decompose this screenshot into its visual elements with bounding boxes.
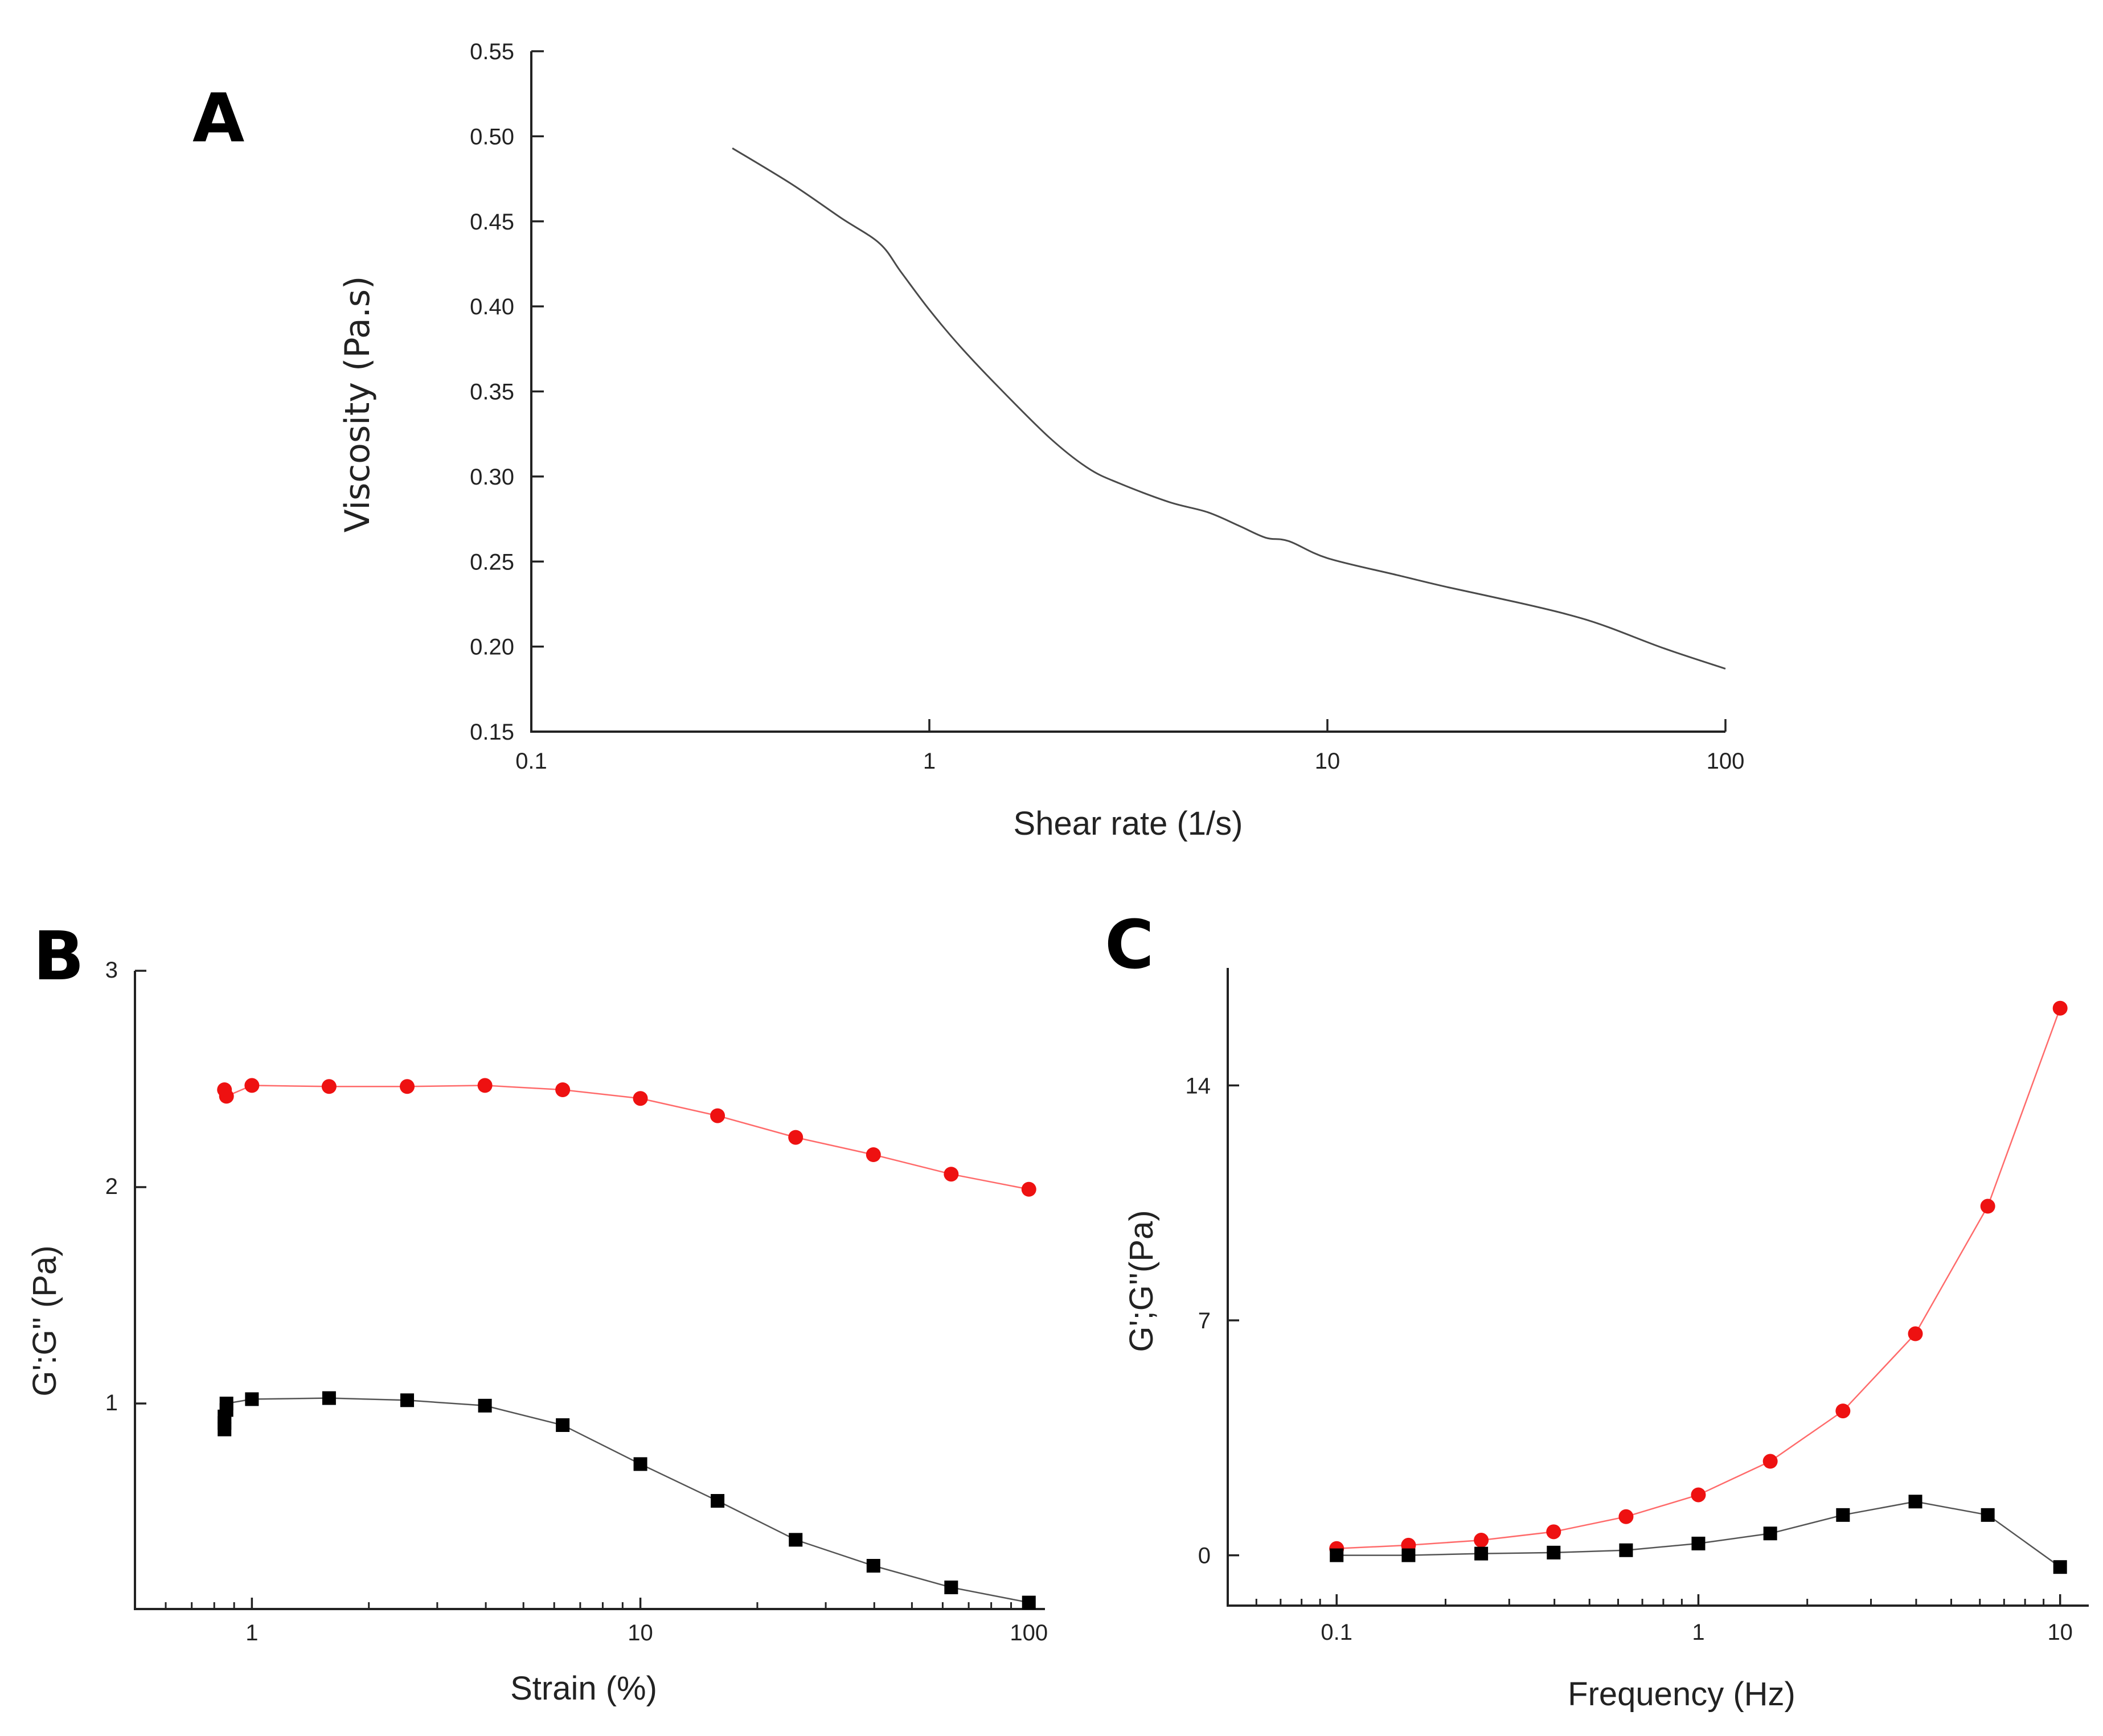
panel-b-y-tick-label: 2 [105, 1174, 118, 1199]
panel-b-x-axis-title: Strain (%) [510, 1670, 657, 1707]
panel-a-x-ticks: 0.1 1 10 100 [515, 719, 1744, 774]
panel-b-series [217, 1078, 1036, 1610]
panel-b-series-g-double-prime-point [219, 1397, 233, 1410]
panel-c-y-axis-title: G';G''(Pa) [1123, 1210, 1160, 1352]
panel-c-series-g-prime-point [2052, 1000, 2068, 1016]
panel-a-y-ticks: 0.15 0.20 0.25 0.30 0.35 0.40 0.45 0.50 0.55 [470, 39, 544, 745]
panel-b-label: B [33, 917, 84, 995]
panel-c: C 0 7 14 0.1 1 10 Frequency (Hz) G';G''(Pa) [1105, 905, 2089, 1713]
panel-a-x-tick-label: 10 [1315, 749, 1340, 774]
panel-c-y-tick-label: 0 [1198, 1544, 1211, 1569]
panel-a-y-tick-label: 0.55 [470, 39, 514, 64]
panel-c-series-g-prime-point [1618, 1509, 1634, 1524]
panel-b-series-g-prime-point [555, 1082, 571, 1097]
panel-c-series-g-prime-point [1980, 1199, 1995, 1214]
panel-b-series-g-double-prime-point [556, 1418, 570, 1432]
panel-c-x-tick-label: 1 [1692, 1620, 1704, 1645]
panel-b-series-g-double-prime-point [789, 1533, 803, 1547]
panel-b-x-tick-label: 10 [628, 1620, 653, 1645]
panel-a-y-tick-label: 0.50 [470, 124, 514, 149]
panel-b-series-g-prime-point [400, 1079, 415, 1094]
panel-b-series-g-double-prime-point [866, 1559, 880, 1573]
panel-c-x-tick-label: 10 [2047, 1620, 2073, 1645]
panel-c-series-g-double-prime-point [1691, 1536, 1706, 1550]
panel-b-series-g-prime-point [633, 1091, 648, 1106]
panel-b-series-g-double-prime-point [633, 1457, 647, 1471]
panel-c-x-axis-title: Frequency (Hz) [1568, 1676, 1795, 1713]
panel-a-y-tick-label: 0.30 [470, 465, 514, 490]
panel-b-series-g-double-prime-point [245, 1392, 259, 1406]
panel-c-series-g-double-prime-point [1908, 1495, 1922, 1509]
panel-a-y-tick-label: 0.20 [470, 635, 514, 660]
panel-a-y-tick-label: 0.45 [470, 210, 514, 235]
panel-c-series-g-prime-point [1691, 1487, 1706, 1503]
panel-b-series-g-double-prime-point [944, 1581, 958, 1594]
panel-c-series-g-double-prime-point [1401, 1548, 1416, 1562]
panel-a-series-viscosity-line [732, 147, 1726, 670]
panel-c-series-g-double-prime-point [1474, 1546, 1489, 1561]
panel-b-series-g-prime-point [788, 1130, 804, 1145]
panel-c-x-tick-label: 0.1 [1321, 1620, 1352, 1645]
panel-a-x-tick-label: 100 [1707, 749, 1745, 774]
panel-c-series-g-prime-point [1546, 1524, 1561, 1540]
panel-c-series-g-prime-point [1908, 1326, 1923, 1341]
panel-a-x-axis-title: Shear rate (1/s) [1014, 805, 1243, 842]
panel-c-series-g-double-prime-point [1547, 1545, 1561, 1559]
panel-c-series-g-double-prime-point [1619, 1543, 1633, 1557]
panel-b-series-g-double-prime-point [711, 1494, 725, 1508]
panel-a-x-tick-label: 0.1 [515, 749, 547, 774]
panel-a-x-tick-label: 1 [923, 749, 936, 774]
panel-c-series-g-prime-point [1474, 1533, 1489, 1548]
panel-b-series-g-prime-point [944, 1167, 959, 1182]
panel-b-x-ticks: 1 10 100 [134, 1598, 1048, 1645]
panel-c-y-ticks: 0 7 14 [1186, 1073, 1239, 1569]
panel-c-label: C [1105, 905, 1154, 984]
panel-b-series-g-prime-point [477, 1078, 493, 1093]
panel-c-y-tick-label: 14 [1186, 1073, 1211, 1098]
panel-b-series-g-double-prime-point [400, 1393, 415, 1407]
panel-b: B 1 2 3 1 10 100 Strain (%) G':G'' (Pa) [26, 917, 1048, 1707]
panel-c-series-g-double-prime-point [1763, 1526, 1777, 1541]
panel-c-series-g-double-prime-point [1836, 1508, 1850, 1522]
panel-b-x-tick-label: 1 [245, 1620, 258, 1645]
panel-c-series-g-prime-point [1835, 1403, 1851, 1419]
panel-b-y-tick-label: 3 [105, 958, 118, 983]
panel-b-series-g-prime-point [866, 1147, 881, 1162]
panel-b-series-g-double-prime-point [1022, 1595, 1036, 1610]
panel-b-series-g-prime-point [1021, 1181, 1036, 1197]
panel-c-series [1329, 1000, 2068, 1574]
panel-a-y-tick-label: 0.15 [470, 720, 514, 745]
panel-b-x-tick-label: 100 [1010, 1620, 1048, 1645]
panel-b-series-g-prime-point [321, 1079, 337, 1094]
panel-b-series-g-prime-point [244, 1078, 260, 1093]
panel-c-y-tick-label: 7 [1198, 1308, 1211, 1333]
panel-a-y-axis-title: Viscosity (Pa.s) [338, 276, 378, 533]
panel-b-series-g-double-prime-point [478, 1398, 492, 1413]
panel-a-label: A [192, 79, 244, 157]
panel-c-x-ticks: 0.1 1 10 [1227, 1594, 2073, 1645]
panel-a-y-tick-label: 0.40 [470, 294, 514, 319]
panel-c-series-g-double-prime-point [2053, 1560, 2067, 1574]
panel-a: A 0.15 0.20 0.25 0.30 0.35 0.40 0.45 0.50 0.55 0… [192, 39, 1744, 842]
panel-c-series-g-double-prime-point [1981, 1508, 1995, 1522]
panel-b-series-g-prime-point [219, 1089, 234, 1104]
panel-b-series-g-prime-point [710, 1108, 725, 1123]
panel-b-y-ticks: 1 2 3 [105, 958, 146, 1415]
panel-b-y-axis-title: G':G'' (Pa) [26, 1245, 63, 1396]
panel-c-series-g-prime-point [1762, 1454, 1778, 1469]
panel-b-y-tick-label: 1 [105, 1390, 118, 1415]
panel-a-y-tick-label: 0.25 [470, 549, 514, 574]
panel-a-series [732, 147, 1726, 670]
panel-b-series-g-double-prime-point [322, 1391, 336, 1405]
panel-a-y-tick-label: 0.35 [470, 380, 514, 405]
panel-c-series-g-double-prime-point [1330, 1548, 1344, 1562]
